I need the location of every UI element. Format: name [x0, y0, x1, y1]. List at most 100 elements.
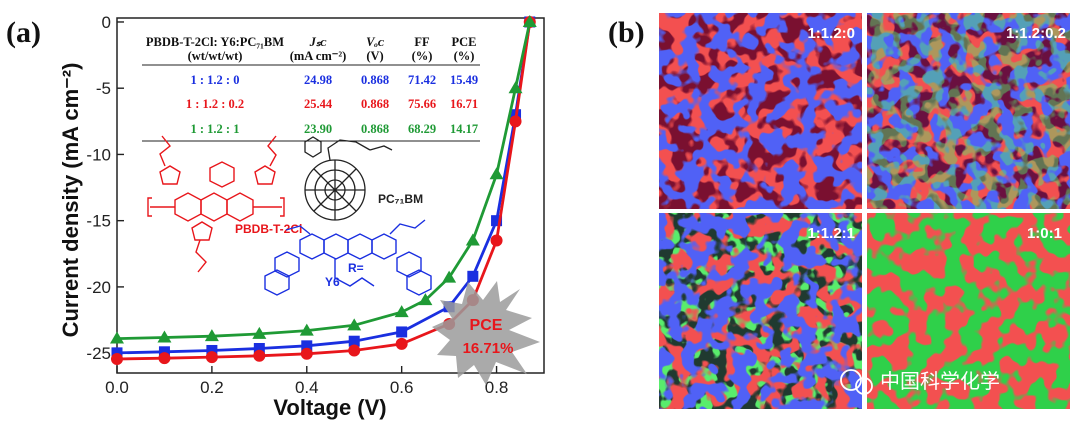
table-cell-pce: 14.17 — [450, 122, 478, 136]
fullerene-ester — [369, 145, 393, 151]
y-tick-label: -10 — [86, 145, 111, 164]
donor-chain — [267, 135, 277, 167]
table-header-jsc: Jₛᴄ — [309, 35, 327, 49]
table-cell-ratio: 1 : 1.2 : 0 — [191, 73, 240, 87]
acceptor-label: Y6 — [325, 275, 340, 289]
x-tick-label: 0.6 — [390, 378, 414, 397]
data-point — [418, 293, 433, 306]
data-point — [111, 347, 123, 359]
table-cell-voc: 0.868 — [361, 73, 389, 87]
acceptor-chain — [334, 259, 375, 287]
panel-b-label: (b) — [608, 16, 645, 49]
table-header-ff: FF — [414, 35, 430, 49]
acceptor-structure — [264, 219, 432, 296]
y-tick-label: -5 — [96, 79, 111, 98]
data-point — [157, 330, 172, 343]
acceptor-ring — [371, 233, 397, 260]
x-axis-title: Voltage (V) — [273, 395, 386, 420]
donor-ring — [191, 221, 213, 241]
data-point — [394, 305, 409, 318]
data-point — [206, 344, 218, 356]
data-point — [465, 233, 480, 246]
r-group-label: R= — [348, 261, 364, 275]
table-row: 1 : 1.2 : 0.2 25.44 0.868 75.66 16.71 — [186, 97, 478, 111]
data-point — [158, 346, 170, 358]
x-tick-label: 0.2 — [200, 378, 224, 397]
data-point — [491, 215, 503, 227]
table-cell-jsc: 23.90 — [304, 122, 332, 136]
map-blue-domains — [659, 13, 862, 209]
table-cell-ff: 71.42 — [408, 73, 436, 87]
data-point — [110, 331, 124, 344]
x-tick-label: 0.8 — [485, 378, 509, 397]
data-point — [508, 81, 523, 94]
map-green-domains — [867, 13, 1070, 209]
fullerene-chain — [327, 139, 371, 161]
donor-ring — [226, 192, 254, 222]
donor-brackets — [147, 197, 285, 217]
series — [110, 14, 537, 344]
data-point — [396, 326, 408, 338]
map-red-domains — [867, 213, 1070, 409]
donor-structure — [147, 135, 285, 273]
data-point — [348, 344, 361, 357]
fullerene-phenyl — [304, 136, 322, 158]
table-subheader-blend: (wt/wt/wt) — [188, 49, 243, 63]
donor-ring — [209, 161, 235, 188]
table-cell-pce: 16.71 — [450, 97, 478, 111]
table-cell-voc: 0.868 — [361, 97, 389, 111]
table-subheader-jsc: (mA cm⁻²) — [290, 49, 347, 63]
table-row: 1 : 1.2 : 0 24.98 0.868 71.42 15.49 — [191, 73, 479, 87]
table-subheader-pce: (%) — [454, 49, 475, 63]
pce-annotation-title: PCE — [470, 317, 503, 334]
y-tick-label: -20 — [86, 278, 111, 297]
map-blue-domains — [659, 213, 862, 409]
table-cell-ratio: 1 : 1.2 : 0.2 — [186, 97, 244, 111]
inset-table: PBDB-T-2Cl: Y6:PC₇₁BM (wt/wt/wt) Jₛᴄ (mA… — [142, 35, 480, 142]
donor-ring — [159, 165, 181, 185]
table-subheader-voc: (V) — [366, 49, 383, 63]
morphology-map: 1:1.2:0 — [659, 13, 862, 209]
acceptor-ring — [264, 269, 290, 296]
data-point — [509, 115, 522, 128]
y-axis-title: Current density (mA cm⁻²) — [58, 63, 83, 338]
table-cell-ff: 68.29 — [408, 122, 436, 136]
table-header-pce: PCE — [452, 35, 477, 49]
morphology-map: 1:1.2:1 — [659, 213, 862, 409]
series-layer — [110, 14, 537, 365]
x-tick-label: 0.0 — [105, 378, 129, 397]
table-cell-pce: 15.49 — [450, 73, 478, 87]
morphology-map: 1:1.2:0.2 — [867, 13, 1070, 209]
data-point — [111, 352, 123, 365]
watermark: 中国科学化学 — [840, 369, 1000, 395]
wechat-icon-secondary — [855, 377, 873, 395]
table-cell-jsc: 24.98 — [304, 73, 332, 87]
map-label: 1:1.2:0 — [807, 25, 855, 42]
acceptor-chain — [285, 225, 311, 235]
series-line — [116, 21, 532, 361]
data-point — [490, 234, 503, 247]
donor-ring — [254, 165, 276, 185]
data-point — [348, 335, 360, 347]
table-header-voc: Vₒᴄ — [366, 35, 384, 49]
donor-chain — [159, 135, 171, 167]
map-label: 1:1.2:0.2 — [1006, 25, 1066, 42]
data-point — [252, 326, 267, 339]
y-tick-label: 0 — [102, 13, 111, 32]
table-subheader-ff: (%) — [412, 49, 433, 63]
table-row: 1 : 1.2 : 1 23.90 0.868 68.29 14.17 — [191, 122, 479, 136]
table-cell-ratio: 1 : 1.2 : 1 — [191, 122, 240, 136]
data-point — [300, 347, 313, 360]
morphology-map: 1:0:1 — [867, 213, 1070, 409]
data-point — [467, 270, 479, 282]
jv-chart: 0.0 0.2 0.4 0.6 0.8 0 -5 -10 -15 -20 -25 Voltage … — [58, 13, 545, 420]
fullerene-structure — [304, 136, 393, 221]
pce-annotation-value: 16.71% — [463, 340, 514, 357]
starburst-shape — [432, 281, 540, 385]
table-cell-jsc: 25.44 — [304, 97, 333, 111]
data-point — [489, 167, 504, 180]
data-point — [442, 270, 457, 283]
watermark-text: 中国科学化学 — [880, 369, 1000, 393]
y-tick-label: -15 — [86, 212, 111, 231]
data-point — [158, 352, 171, 365]
